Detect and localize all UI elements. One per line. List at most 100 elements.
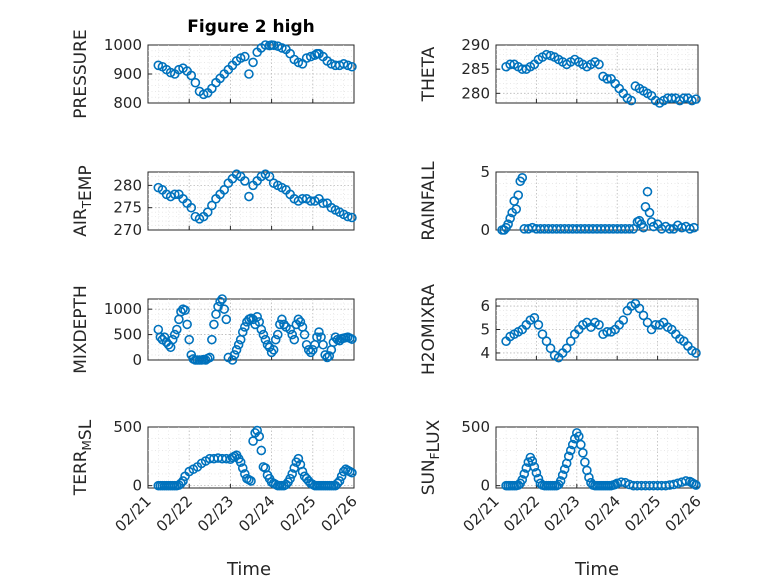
data-point — [227, 355, 238, 365]
subplot-2: 280 285 290 THETA — [419, 36, 701, 108]
data-point — [209, 319, 219, 330]
data-point — [527, 456, 538, 466]
data-point — [691, 94, 701, 104]
data-point — [513, 190, 524, 200]
data-point — [318, 339, 328, 350]
data-point — [233, 339, 244, 350]
y-axis-label-part: T — [80, 200, 94, 209]
data-point — [334, 476, 345, 486]
y-axis-label-part: M — [80, 440, 94, 450]
data-point — [186, 202, 197, 213]
data-point — [159, 332, 170, 342]
data-point — [517, 173, 528, 183]
data-point — [338, 59, 349, 69]
y-tick-label: 4 — [480, 344, 490, 362]
data-point — [235, 457, 246, 467]
data-point — [176, 306, 186, 317]
data-point — [343, 60, 353, 71]
data-point — [301, 53, 312, 63]
data-point — [297, 466, 308, 477]
data-point — [689, 222, 699, 233]
data-point — [256, 324, 267, 335]
data-point — [167, 334, 178, 345]
data-point — [347, 61, 357, 72]
data-point — [578, 448, 588, 458]
x-axis-label: Time — [226, 559, 271, 580]
y-tick-label: 500 — [113, 418, 142, 436]
x-tick-label: 02/22 — [500, 492, 543, 535]
data-point — [343, 211, 353, 222]
data-point — [565, 336, 576, 347]
data-point — [235, 53, 246, 63]
data-point — [634, 303, 645, 314]
data-point — [305, 347, 316, 358]
data-point — [270, 334, 281, 345]
data-point — [322, 352, 333, 363]
y-tick-label: 500 — [113, 326, 142, 344]
data-point — [644, 207, 655, 218]
x-tick-label: 02/23 — [540, 492, 583, 535]
x-tick-label: 02/21 — [460, 492, 503, 535]
data-series — [153, 294, 357, 365]
y-tick-label: 500 — [461, 418, 490, 436]
x-tick-label: 02/24 — [235, 492, 278, 535]
data-point — [624, 224, 635, 234]
data-point — [285, 324, 295, 335]
data-point — [240, 51, 250, 62]
data-point — [262, 339, 273, 350]
data-point — [312, 332, 322, 342]
data-point — [285, 473, 295, 484]
y-tick-label: 285 — [461, 60, 490, 78]
data-point — [279, 319, 289, 330]
data-point — [628, 224, 639, 234]
data-point — [260, 334, 271, 345]
data-point — [176, 478, 186, 489]
data-point — [533, 320, 544, 330]
y-axis-label: TERRMSL — [71, 419, 96, 496]
data-point — [505, 213, 515, 224]
data-series — [501, 428, 701, 491]
data-point — [529, 312, 540, 323]
data-point — [642, 186, 653, 197]
y-axis-label: AIRTEMP — [71, 165, 96, 236]
data-point — [252, 425, 262, 436]
y-axis-label-part: F — [428, 452, 442, 459]
x-tick-label: 02/25 — [621, 492, 664, 535]
data-point — [240, 322, 250, 332]
data-point — [557, 470, 568, 480]
y-axis-label-part: SUN — [419, 459, 439, 495]
y-axis-label: THETA — [419, 46, 439, 102]
data-point — [664, 224, 675, 234]
data-series — [501, 49, 701, 108]
data-series — [153, 425, 357, 491]
data-point — [165, 67, 176, 78]
y-tick-label: 1000 — [104, 36, 142, 54]
y-tick-label: 6 — [480, 297, 490, 315]
data-point — [638, 310, 649, 321]
data-point — [537, 329, 548, 339]
data-point — [602, 74, 612, 84]
subplot-4: 0 5 RAINFALL — [419, 161, 699, 241]
data-point — [258, 329, 269, 340]
data-point — [293, 453, 304, 464]
data-point — [272, 329, 283, 340]
y-tick-label: 5 — [480, 163, 490, 181]
data-point — [681, 476, 691, 486]
data-point — [213, 301, 223, 312]
data-point — [266, 347, 277, 358]
x-tick-label: 02/21 — [112, 492, 155, 535]
data-point — [523, 457, 534, 467]
data-series — [497, 173, 699, 235]
x-tick-label: 02/24 — [581, 492, 624, 535]
data-point — [517, 474, 528, 485]
chart-title: Figure 2 high — [187, 17, 315, 37]
y-axis-label: SUNFLUX — [419, 419, 444, 495]
x-tick-label: 02/25 — [276, 492, 319, 535]
data-point — [303, 345, 314, 355]
data-point — [169, 329, 180, 340]
data-point — [252, 311, 262, 322]
x-tick-label: 02/23 — [194, 492, 237, 535]
data-point — [246, 476, 256, 486]
